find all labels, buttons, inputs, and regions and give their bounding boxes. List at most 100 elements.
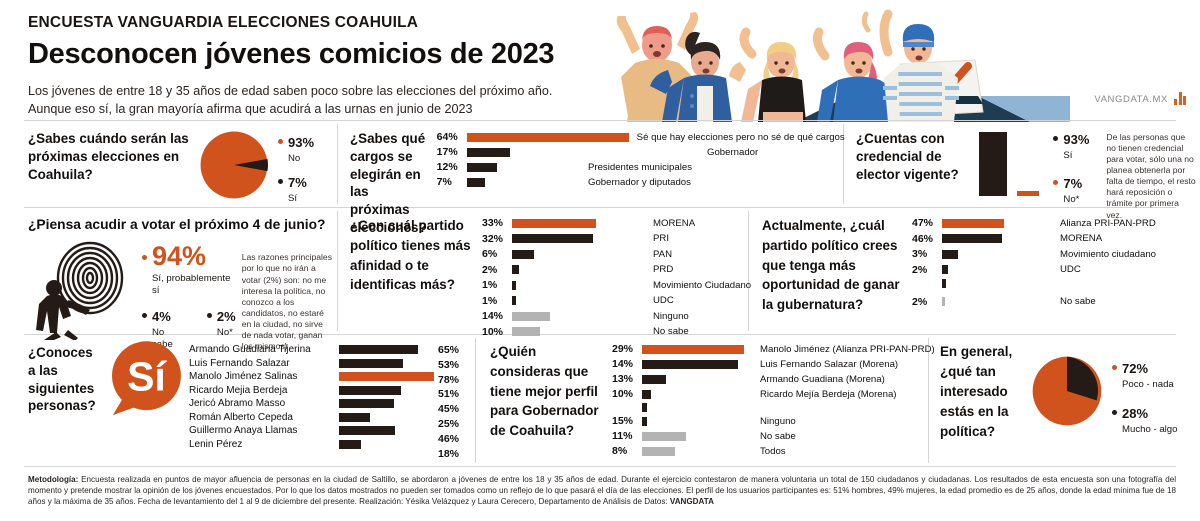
q3-legend-item-no: 7% No* [1053, 175, 1096, 206]
q7-label-3: Ricardo Mejia Berdeja [189, 384, 288, 396]
brand-label: VANGDATA.MX [1094, 94, 1168, 105]
legend-dot-dark [142, 313, 147, 319]
q1-legend-item-si: 7% Sí [278, 174, 314, 205]
deck-line-2: Aunque eso sí, la gran mayoría afirma qu… [28, 101, 473, 116]
q8-label-1: Luis Fernando Salazar (Morena) [760, 358, 899, 370]
q3-legend: 93% Sí 7% No* [1053, 131, 1096, 205]
q8-row-1: 14% Luis Fernando Salazar (Morena) [612, 358, 898, 370]
celebrating-voters-illustration: VANGDATA.MX [600, 0, 1200, 122]
bar-chart-icon [1174, 92, 1186, 105]
panel-q1: ¿Sabes cuándo serán las próximas eleccio… [28, 130, 328, 208]
q7-label-6: Guillermo Anaya Llamas [189, 425, 298, 436]
q5-label-3: PRD [653, 264, 674, 275]
kicker: ENCUESTA VANGUARDIA ELECCIONES COAHUILA [28, 14, 419, 31]
q2-row-1: 17% Gobernador [437, 146, 845, 158]
q4-value-1: 4% [152, 309, 171, 325]
divider-row-2 [24, 207, 1176, 208]
q9-label-1: Mucho - algo [1122, 423, 1178, 435]
legend-dot-dark [1112, 409, 1117, 415]
legend-dot-dark [1053, 136, 1059, 141]
q6-row-0: 47% Alianza PRI-PAN-PRD [912, 217, 1156, 229]
q6-label-3: UDC [1060, 264, 1081, 275]
q7-question: ¿Conoces a las siguientes personas? [28, 345, 96, 414]
q2-row-3: 7% Gobernador y diputados [437, 176, 845, 188]
q6-row-2: 3% Movimiento ciudadano [912, 248, 1156, 260]
q8-bar-chart: 29% Manolo Jiménez (Alianza PRI-PAN-PRD)… [612, 343, 935, 457]
q9-legend-item-mucho: 28% Mucho - algo [1112, 405, 1177, 436]
q8-row-0: 29% Manolo Jiménez (Alianza PRI-PAN-PRD) [612, 343, 935, 355]
q2-label-1: Gobernador [707, 146, 759, 158]
q2-row-0: 64% Sé que hay elecciones pero no sé de … [437, 131, 845, 143]
q9-value-1: 28% [1122, 405, 1149, 421]
q8-label-0: Manolo Jiménez (Alianza PRI-PAN-PRD) [760, 343, 935, 355]
q6-label-1: MORENA [1060, 233, 1103, 244]
q4-legend-item-no: 2% No* [206, 308, 236, 350]
q3-legend-item-si: 93% Sí [1053, 131, 1096, 162]
q8-value-0: 29% [612, 343, 634, 355]
q5-label-5: UDC [653, 295, 674, 306]
q5-value-7: 10% [482, 325, 504, 338]
q5-value-0: 33% [482, 217, 504, 229]
panel-q9: En general, ¿qué tan interesado estás en… [940, 342, 1190, 443]
q5-label-1: PRI [653, 233, 669, 244]
person-3 [729, 27, 806, 122]
q1-pie-chart [196, 127, 272, 208]
divider-row-3 [24, 334, 1176, 335]
q8-row-3: 10% Ricardo Mejía Berdeja (Morena) [612, 388, 897, 400]
q4-label-1: No sabe [152, 327, 173, 350]
header: ENCUESTA VANGUARDIA ELECCIONES COAHUILA … [28, 14, 628, 119]
q5-value-3: 2% [482, 263, 498, 276]
methodology-text: Encuesta realizada en puntos de mayor af… [28, 475, 1176, 506]
q6-row-1: 46% MORENA [912, 232, 1102, 245]
q7-label-4: Jericó Abramo Masso [189, 398, 286, 409]
q1-value-1: 7% [288, 174, 307, 190]
q8-value-2: 13% [612, 373, 634, 385]
deck: Los jóvenes de entre 18 y 35 años de eda… [28, 83, 628, 119]
q6-label-5: No sabe [1060, 296, 1096, 307]
q6-value-1: 46% [912, 232, 934, 245]
q8-value-1: 14% [612, 358, 634, 370]
q8-row-7: 8% Todos [612, 445, 786, 457]
divider-col-a [337, 124, 338, 204]
person-5 [861, 9, 959, 122]
q8-question: ¿Quién consideras que tiene mejor perfil… [490, 344, 599, 439]
divider-col-e [475, 338, 476, 463]
q7-row-2: Manolo Jiménez Salinas [189, 371, 434, 382]
q2-row-2: 12% Presidentes municipales [437, 161, 845, 173]
legend-dot-orange [1053, 179, 1059, 185]
q7-label-7: Lenin Pérez [189, 438, 243, 450]
q1-legend-item-no: 93% No [278, 134, 314, 165]
voter-fingerprint-illustration [28, 240, 136, 345]
q2-label-0: Sé que hay elecciones pero no sé de qué … [636, 131, 845, 143]
q7-row-1: Luis Fernando Salazar [189, 358, 434, 369]
q1-label-1: Sí [288, 192, 298, 204]
q5-value-5: 1% [482, 294, 498, 307]
divider-row-1 [24, 120, 1176, 121]
q2-label-2: Presidentes municipales [588, 161, 692, 173]
divider-col-f [928, 338, 929, 463]
panel-q2: ¿Sabes qué cargos se elegirán en las pró… [350, 130, 845, 237]
panel-q6: Actualmente, ¿cuál partido político cree… [762, 216, 1194, 315]
q5-label-0: MORENA [653, 217, 696, 229]
q6-row-3: 2% UDC [912, 264, 1081, 276]
q5-bar-chart: 33% MORENA 32% PRI 6% PAN 2% PRD [482, 217, 751, 338]
q7-value-7: 18% [438, 447, 460, 460]
q5-label-6: Ninguno [653, 310, 689, 322]
q8-value-3: 10% [612, 388, 634, 400]
legend-dot-orange [1112, 365, 1117, 370]
illustration-svg [616, 9, 1070, 122]
q5-question: ¿Con cuál partido político tienes más af… [350, 218, 471, 293]
q4-label-2: No* [216, 327, 233, 339]
q7-values: 65% 53% 78% 51% 45% 25% 46% 18% [438, 344, 468, 460]
q8-label-5: Ninguno [760, 415, 796, 427]
q6-row-4 [912, 279, 1004, 288]
q3-value-0: 93% [1063, 132, 1090, 147]
q7-label-5: Román Alberto Cepeda [189, 411, 293, 423]
q5-value-1: 32% [482, 232, 504, 245]
q5-value-2: 6% [482, 248, 498, 260]
q4-note: Las razones principales por lo que no ir… [241, 252, 332, 351]
q7-label-1: Luis Fernando Salazar [189, 357, 290, 369]
q2-value-1: 17% [436, 146, 458, 158]
q6-value-2: 3% [912, 248, 928, 260]
